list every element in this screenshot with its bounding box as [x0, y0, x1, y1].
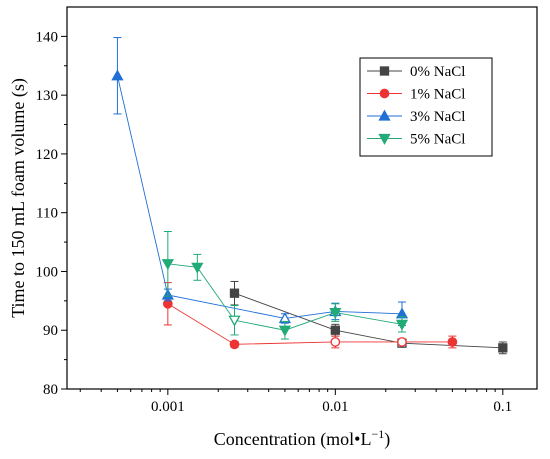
y-tick-label: 100 [36, 264, 59, 280]
data-point [330, 325, 340, 335]
x-tick-label: 0.001 [151, 399, 185, 415]
x-tick-label: 0.01 [322, 399, 348, 415]
plot-area [111, 37, 508, 355]
data-point [111, 69, 124, 81]
data-point [191, 262, 204, 274]
data-point [229, 339, 240, 350]
legend-entry: 3% NaCl [367, 109, 465, 125]
legend-entry: 0% NaCl [367, 64, 465, 80]
series-line [167, 263, 403, 331]
legend-entry: 1% NaCl [367, 87, 465, 103]
data-point [329, 307, 342, 319]
x-axis-title-close: ) [384, 429, 390, 450]
legend-marker [379, 66, 390, 76]
data-point [278, 325, 292, 337]
y-tick-label: 110 [36, 206, 58, 222]
legend-label: 3% NaCl [410, 109, 465, 125]
legend-label: 0% NaCl [410, 64, 465, 80]
series-3 [161, 230, 409, 340]
legend-entry: 5% NaCl [367, 132, 465, 148]
data-point [161, 259, 174, 271]
legend-label: 1% NaCl [410, 87, 465, 103]
y-tick-label: 120 [36, 147, 59, 163]
data-point [228, 315, 241, 327]
y-axis-title: Time to 150 mL foam volume (s) [8, 78, 29, 318]
y-tick-label: 80 [43, 382, 58, 398]
legend-marker [379, 88, 390, 99]
x-axis-title-exponent: −1 [371, 427, 384, 441]
data-point [447, 337, 458, 347]
x-axis-title-main: Concentration (mol•L [214, 429, 372, 450]
axes: 80 90 100 110 120 130 140 0.001 0.01 0.1 [36, 6, 538, 415]
x-axis-title: Concentration (mol•L−1) [214, 427, 391, 450]
y-tick-label: 140 [36, 29, 59, 45]
data-point [395, 319, 409, 331]
data-point [397, 337, 407, 347]
series-line [234, 292, 503, 349]
data-point [229, 288, 240, 298]
legend-label: 5% NaCl [410, 132, 465, 148]
data-point [330, 337, 341, 347]
x-tick-label: 0.1 [493, 399, 512, 415]
legend: 0% NaCl 1% NaCl 3% NaCl 5% NaCl [359, 57, 493, 157]
series-0 [229, 280, 508, 355]
data-point [498, 343, 508, 353]
legend-marker [378, 109, 391, 121]
series-line [167, 303, 453, 345]
plot-frame [66, 6, 538, 390]
y-tick-label: 130 [36, 88, 59, 104]
series-1 [162, 282, 458, 350]
legend-marker [378, 133, 391, 145]
series-line [116, 75, 402, 319]
y-tick-label: 90 [43, 323, 58, 339]
